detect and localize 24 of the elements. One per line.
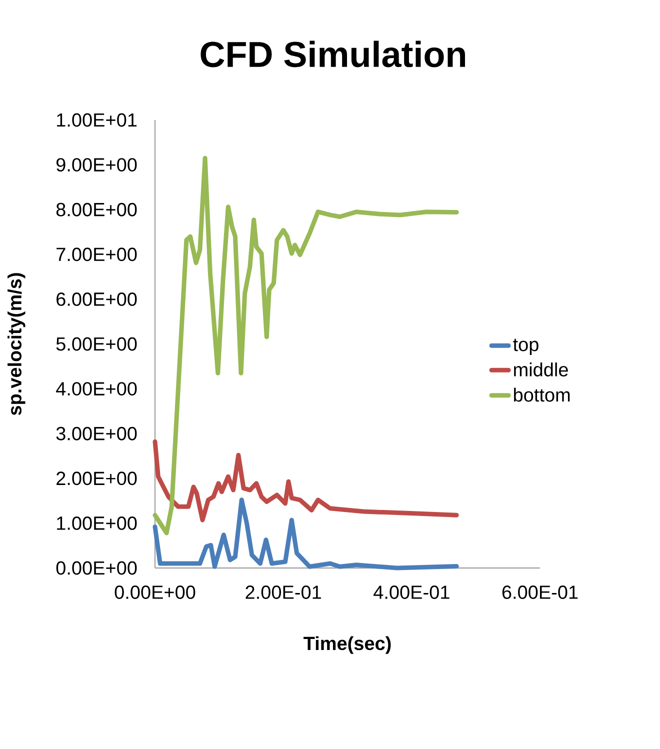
y-tick-label: 1.00E+00 [57, 516, 137, 530]
legend-label: middle [514, 362, 568, 376]
y-tick-label: 1.00E+01 [57, 113, 137, 127]
x-tick-label: 4.00E-01 [374, 586, 450, 599]
x-tick-label: 6.00E-01 [502, 586, 578, 599]
x-tick-label: 2.00E-01 [246, 586, 321, 599]
y-tick-label: 6.00E+00 [56, 292, 137, 306]
y-axis-title: sp.velocity(m/s) [8, 273, 26, 416]
y-tick-label: 7.00E+00 [56, 248, 137, 262]
y-tick-label: 0.00E+00 [56, 561, 137, 575]
y-tick-label: 9.00E+00 [56, 158, 137, 172]
line-series [152, 439, 459, 522]
x-axis-title: Time(sec) [304, 636, 391, 654]
y-tick-label: 2.00E+00 [56, 472, 137, 486]
legend-label: top [513, 338, 538, 355]
y-tick-label: 5.00E+00 [56, 337, 137, 351]
y-tick-label: 4.00E+00 [56, 382, 137, 396]
line-series [152, 156, 459, 536]
y-tick-label: 3.00E+00 [56, 426, 137, 440]
chart-title: CFD Simulation [200, 40, 466, 68]
y-tick-label: 8.00E+00 [56, 202, 137, 216]
legend-label: bottom [514, 388, 570, 402]
x-tick-label: 0.00E+00 [114, 586, 196, 599]
line-series [152, 498, 459, 570]
